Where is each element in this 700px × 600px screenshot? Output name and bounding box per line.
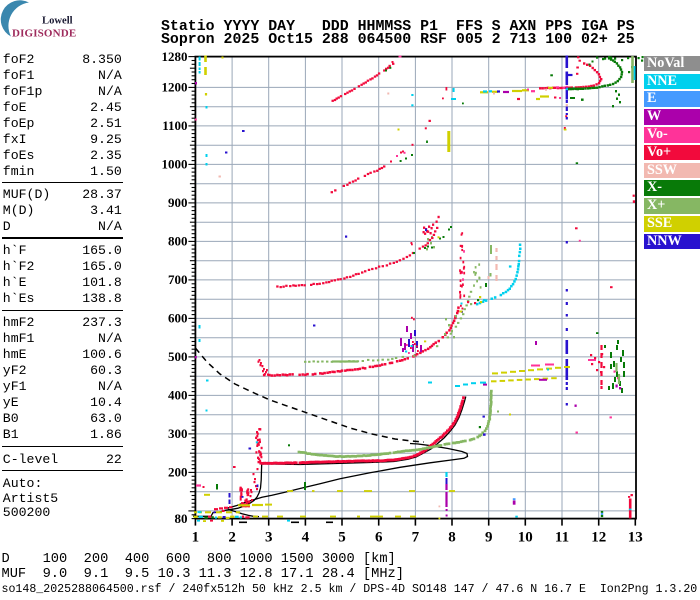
svg-text:2: 2 [228, 530, 236, 546]
svg-text:600: 600 [168, 311, 188, 326]
svg-text:10: 10 [518, 530, 533, 546]
svg-text:900: 900 [168, 195, 188, 210]
svg-text:Lowell: Lowell [42, 16, 73, 27]
svg-text:6: 6 [375, 530, 383, 546]
svg-text:300: 300 [168, 426, 188, 441]
svg-text:200: 200 [168, 465, 188, 480]
svg-text:800: 800 [168, 234, 188, 249]
svg-text:1: 1 [192, 530, 200, 546]
svg-text:80: 80 [175, 511, 188, 526]
svg-text:1100: 1100 [162, 118, 187, 133]
svg-text:1200: 1200 [162, 80, 188, 95]
svg-text:DIGISONDE: DIGISONDE [12, 28, 76, 40]
svg-text:8: 8 [448, 530, 456, 546]
svg-text:1280: 1280 [162, 49, 188, 64]
svg-text:12: 12 [591, 530, 606, 546]
svg-text:700: 700 [168, 272, 188, 287]
svg-text:500: 500 [168, 349, 188, 364]
svg-text:9: 9 [485, 530, 493, 546]
svg-text:3: 3 [265, 530, 273, 546]
svg-text:11: 11 [555, 530, 569, 546]
svg-text:7: 7 [412, 530, 420, 546]
svg-text:13: 13 [628, 530, 643, 546]
svg-text:400: 400 [168, 388, 188, 403]
svg-text:4: 4 [302, 530, 310, 546]
svg-text:5: 5 [338, 530, 346, 546]
svg-text:1000: 1000 [162, 157, 188, 172]
